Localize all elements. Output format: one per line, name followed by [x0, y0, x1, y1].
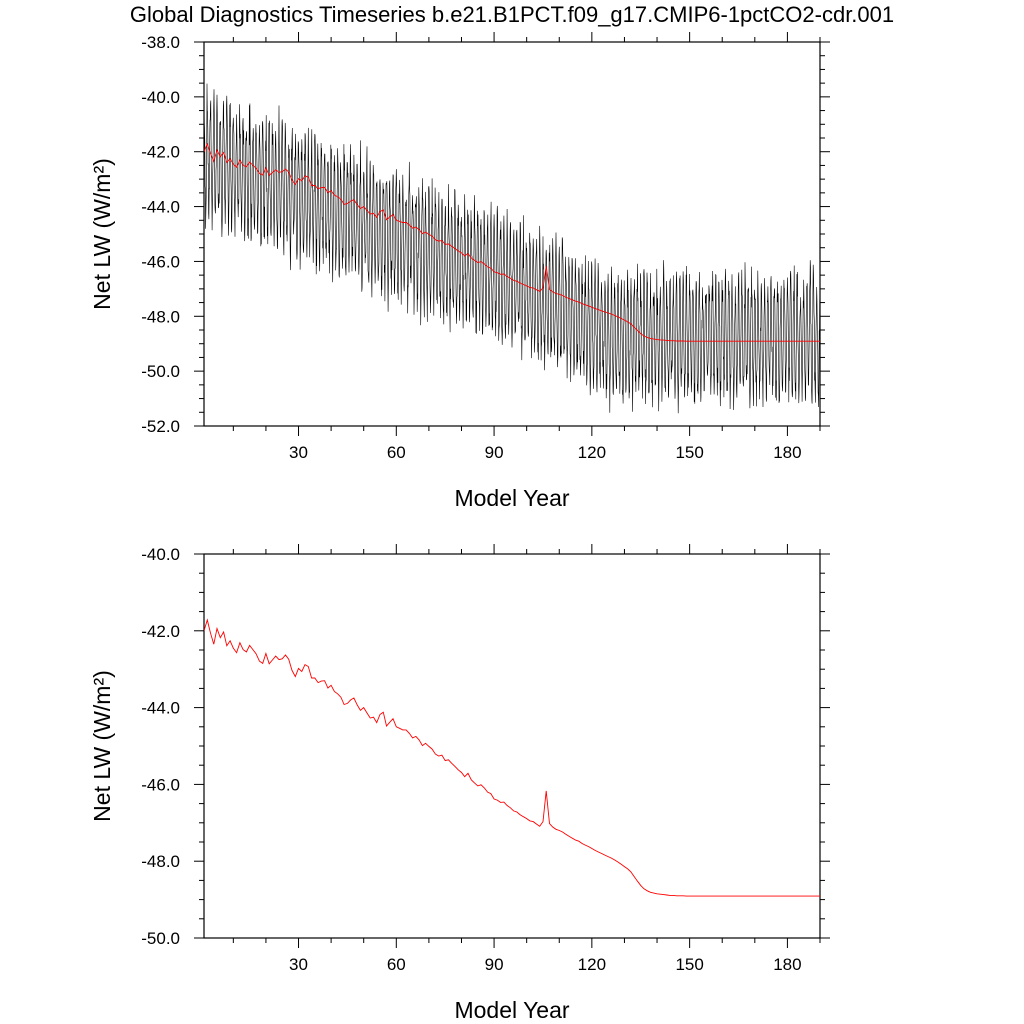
y-tick-label: -50.0	[141, 362, 180, 381]
x-tick-label: 150	[675, 443, 703, 462]
annual-series-line	[204, 142, 820, 342]
y-tick-label: -46.0	[141, 252, 180, 271]
x-tick-label: 90	[485, 443, 504, 462]
top-panel: 30 60 90 120 150 180 -52.0 -50.0 -48.0 -46.0 -44.0…	[89, 32, 830, 511]
y-tick-label: -42.0	[141, 622, 180, 641]
y-tick-label: -52.0	[141, 417, 180, 436]
monthly-series-line	[204, 83, 820, 414]
y-axis-label: Net LW (W/m²)	[89, 158, 115, 310]
bottom-panel: 30 60 90 120 150 180 -50.0 -48.0 -46.0 -44.0 -42.0…	[89, 544, 830, 1023]
y-tick-label: -46.0	[141, 775, 180, 794]
y-tick-label: -40.0	[141, 88, 180, 107]
y-tick-label: -48.0	[141, 307, 180, 326]
y-tick-label: -42.0	[141, 143, 180, 162]
x-tick-label: 180	[773, 443, 801, 462]
chart-title: Global Diagnostics Timeseries b.e21.B1PC…	[129, 2, 895, 27]
x-tick-label: 120	[578, 955, 606, 974]
annual-series-line	[204, 618, 820, 897]
x-tick-label: 60	[387, 443, 406, 462]
x-tick-label: 180	[773, 955, 801, 974]
y-tick-label: -48.0	[141, 852, 180, 871]
y-tick-label: -44.0	[141, 198, 180, 217]
plot-frame	[203, 553, 821, 939]
x-axis-label: Model Year	[454, 997, 569, 1023]
y-tick-label: -38.0	[141, 33, 180, 52]
x-tick-label: 90	[485, 955, 504, 974]
y-tick-label: -40.0	[141, 545, 180, 564]
x-tick-label: 150	[675, 955, 703, 974]
x-tick-label: 30	[289, 955, 308, 974]
y-tick-label: -44.0	[141, 699, 180, 718]
x-tick-label: 120	[578, 443, 606, 462]
y-axis-label: Net LW (W/m²)	[89, 670, 115, 822]
x-tick-label: 60	[387, 955, 406, 974]
x-tick-label: 30	[289, 443, 308, 462]
x-axis-label: Model Year	[454, 485, 569, 511]
y-tick-label: -50.0	[141, 929, 180, 948]
